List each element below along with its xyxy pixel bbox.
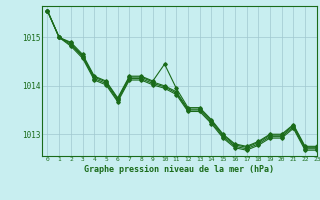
X-axis label: Graphe pression niveau de la mer (hPa): Graphe pression niveau de la mer (hPa) <box>84 165 274 174</box>
